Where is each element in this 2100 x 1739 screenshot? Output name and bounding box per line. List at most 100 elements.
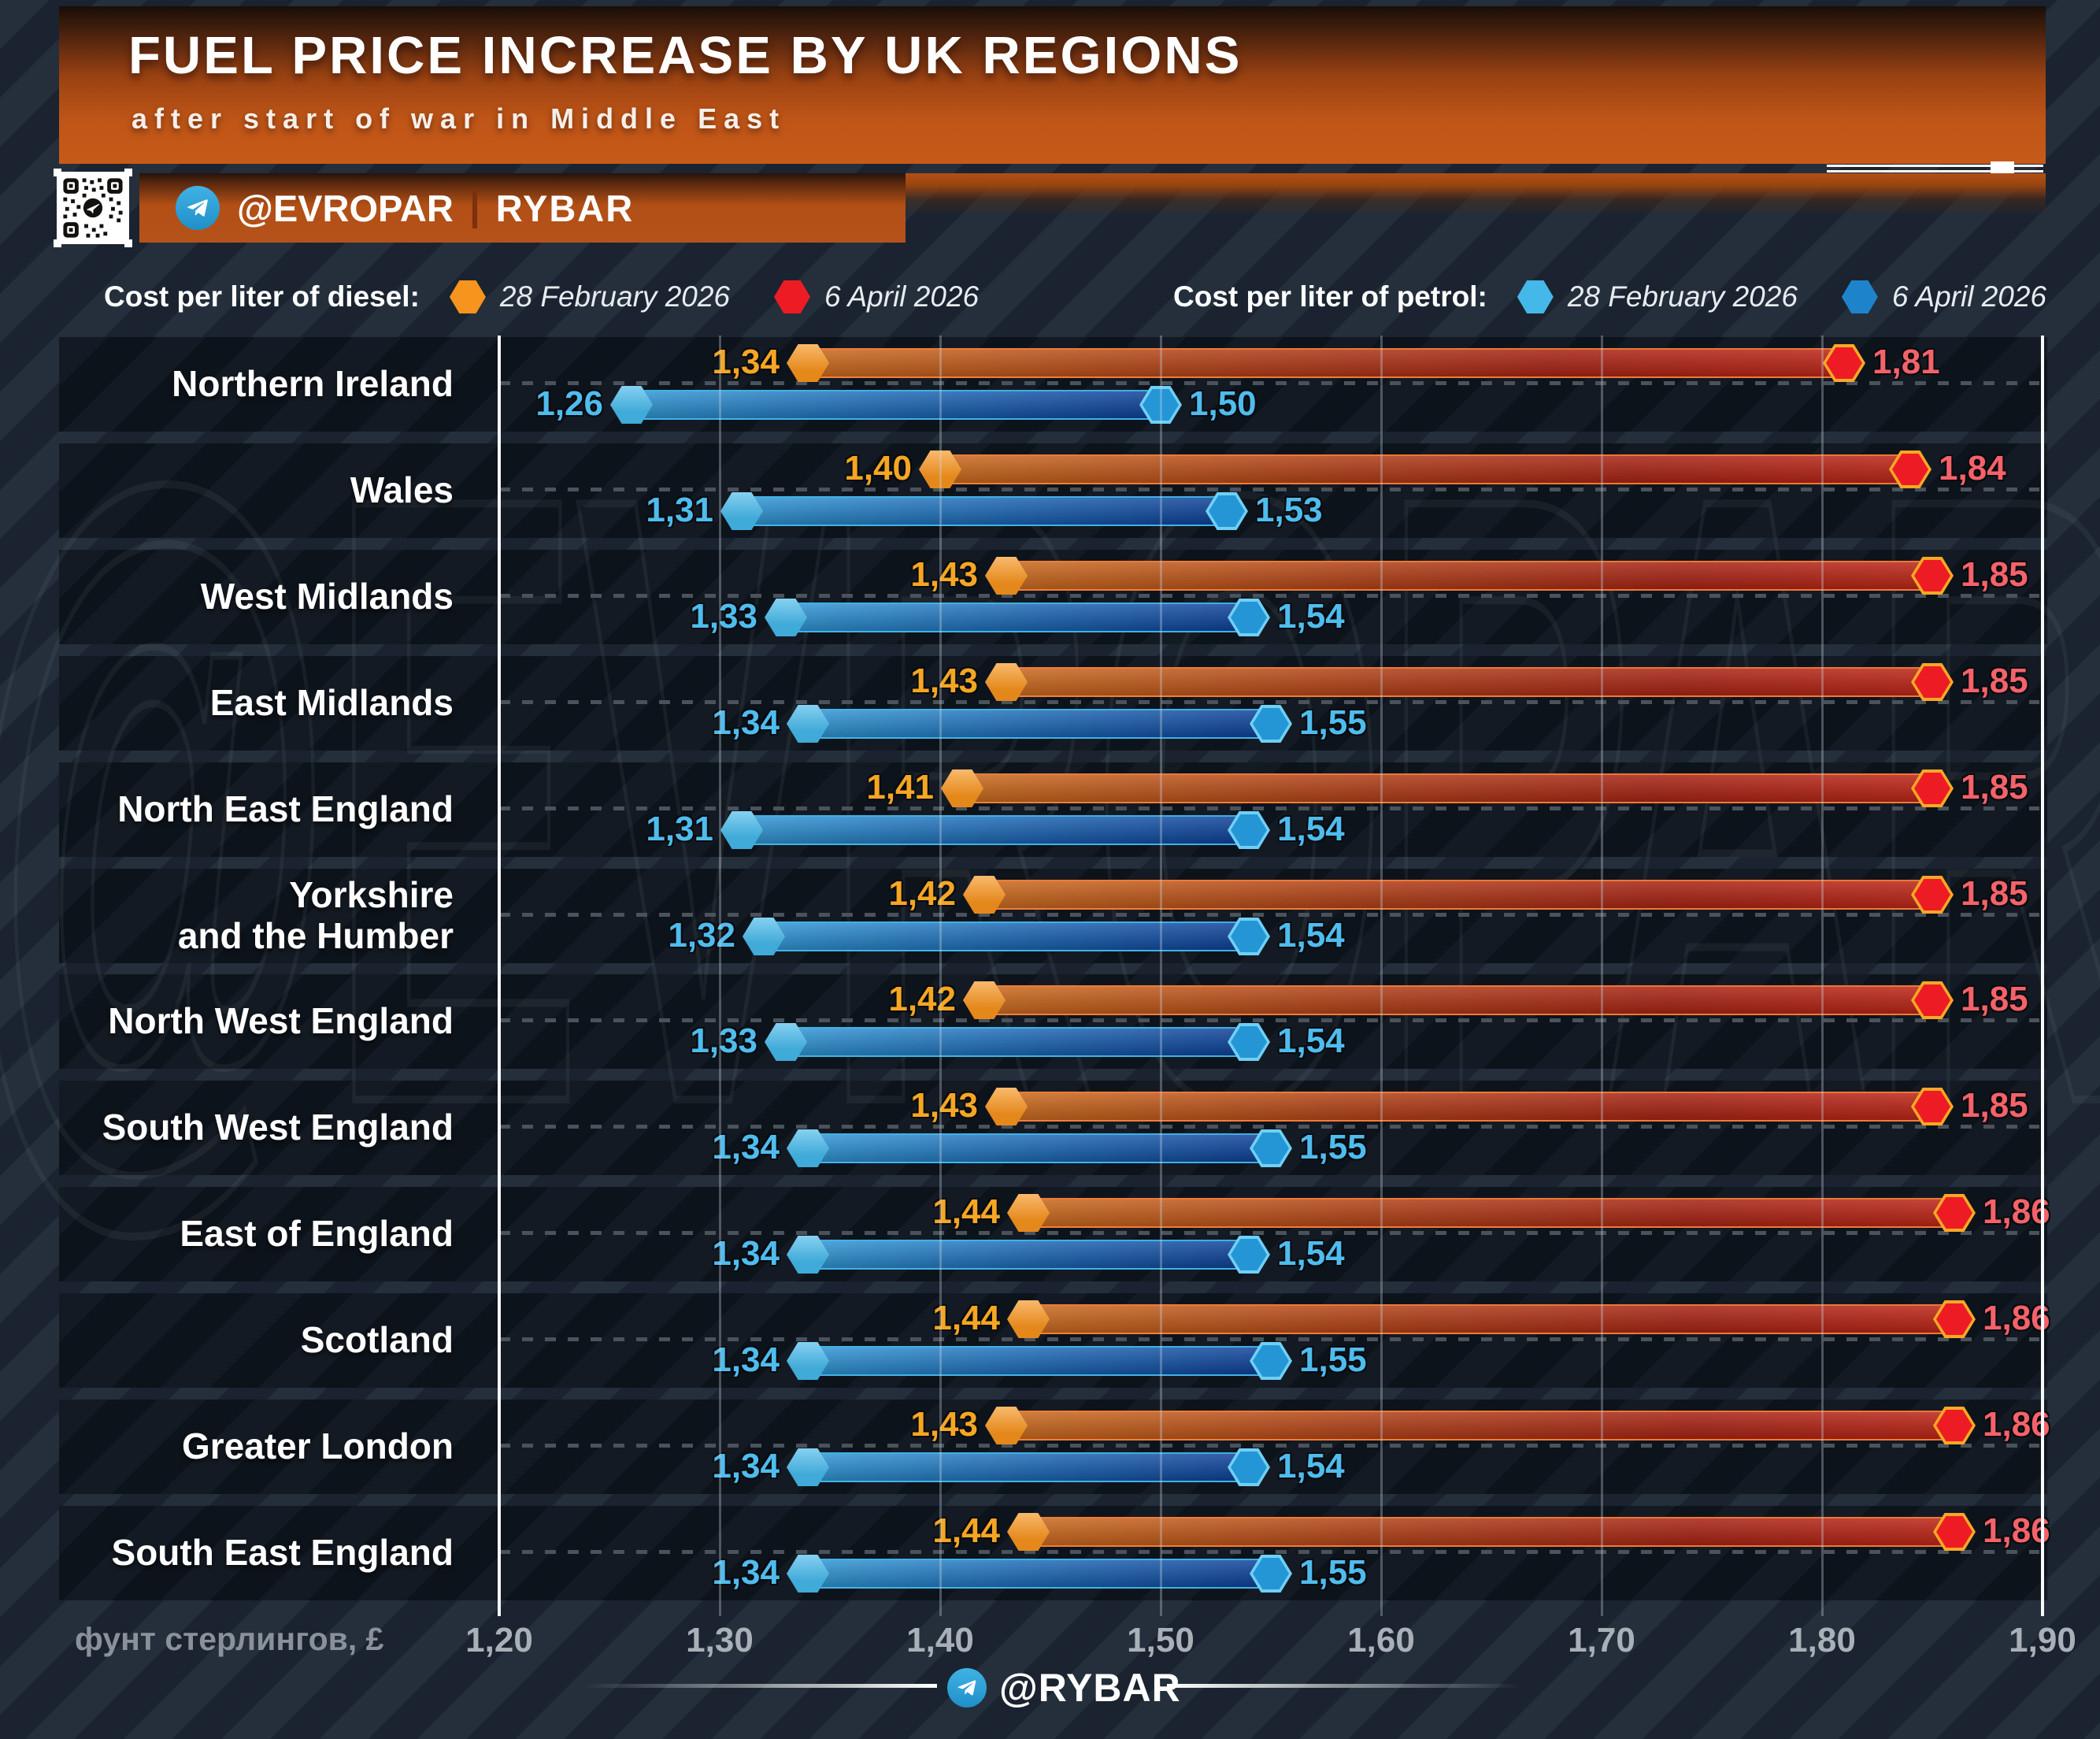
region-row-content: South West England 1,43 1,85 1,34 1,55 bbox=[59, 1081, 2047, 1175]
region-label: East Midlands bbox=[209, 682, 454, 724]
region-label: North East England bbox=[117, 788, 454, 830]
diesel-start-value: 1,43 bbox=[910, 555, 978, 594]
row-separator bbox=[499, 913, 2039, 917]
legend-diesel: Cost per liter of diesel: 28 February 20… bbox=[104, 277, 979, 317]
region-label: Wales bbox=[350, 469, 454, 511]
channel-handle: @EVROPAR bbox=[237, 187, 454, 229]
petrol-end-value: 1,55 bbox=[1299, 1553, 1367, 1592]
petrol-end-marker-fill bbox=[1143, 389, 1179, 421]
diesel-end-value: 1,86 bbox=[1983, 1405, 2050, 1444]
petrol-end-marker-fill bbox=[1231, 602, 1267, 633]
diesel-end-marker-fill bbox=[1914, 984, 1950, 1016]
diesel-end-value: 1,86 bbox=[1983, 1511, 2050, 1550]
region-label: East of England bbox=[180, 1213, 454, 1255]
footer-line-right bbox=[1167, 1684, 1521, 1688]
region-label: Greater London bbox=[181, 1426, 454, 1467]
slider-line bbox=[1827, 161, 2043, 176]
petrol-start-value: 1,33 bbox=[690, 597, 757, 636]
diesel-end-marker-fill bbox=[1914, 773, 1950, 804]
petrol-start-value: 1,34 bbox=[712, 1340, 780, 1379]
diesel-start-value: 1,44 bbox=[932, 1299, 1000, 1337]
region-row-content: North East England 1,41 1,85 1,31 1,54 bbox=[59, 762, 2047, 857]
region-row-content: Greater London 1,43 1,86 1,34 1,54 bbox=[59, 1400, 2050, 1494]
legend-petrol-date-after: 6 April 2026 bbox=[1891, 280, 2046, 313]
petrol-bar bbox=[808, 1452, 1249, 1482]
petrol-end-value: 1,54 bbox=[1277, 1022, 1345, 1060]
slider-line-bottom bbox=[1827, 170, 2043, 172]
region-row-content: Wales 1,40 1,84 1,31 1,53 bbox=[59, 443, 2047, 538]
telegram-icon bbox=[176, 186, 220, 230]
region-row: North East England 1,41 1,85 1,31 1,54 bbox=[59, 762, 2047, 857]
diesel-end-marker-fill bbox=[1914, 666, 1950, 698]
telegram-banner: @EVROPAR RYBAR bbox=[139, 173, 906, 243]
row-separator bbox=[499, 1550, 2039, 1554]
region-row: North West England 1,42 1,85 1,33 1,54 bbox=[59, 974, 2047, 1069]
petrol-end-value: 1,50 bbox=[1189, 384, 1257, 423]
diesel-end-marker-fill bbox=[1826, 347, 1862, 379]
petrol-start-value: 1,34 bbox=[712, 1128, 780, 1166]
region-row-content: Northern Ireland 1,34 1,81 1,26 1,50 bbox=[59, 337, 2047, 432]
petrol-end-marker-fill bbox=[1253, 1558, 1289, 1589]
diesel-bar bbox=[1028, 1517, 1954, 1547]
region-row-content: South East England 1,44 1,86 1,34 1,55 bbox=[59, 1506, 2050, 1600]
petrol-end-marker-fill bbox=[1231, 921, 1267, 952]
qr-corner-icon bbox=[124, 169, 132, 176]
diesel-end-value: 1,86 bbox=[1983, 1299, 2050, 1337]
petrol-bar bbox=[808, 1133, 1271, 1163]
axis-tick-label: 1,80 bbox=[1788, 1621, 1856, 1659]
diesel-end-value: 1,85 bbox=[1961, 662, 2028, 700]
petrol-end-marker-fill bbox=[1231, 1026, 1267, 1058]
axis-tick-label: 1,40 bbox=[906, 1621, 974, 1659]
region-row: Greater London 1,43 1,86 1,34 1,54 bbox=[59, 1400, 2050, 1494]
banner-divider bbox=[472, 187, 477, 228]
petrol-bar bbox=[742, 496, 1227, 526]
diesel-bar bbox=[1006, 667, 1932, 697]
region-row: East Midlands 1,43 1,85 1,34 1,55 bbox=[59, 656, 2047, 751]
diesel-end-value: 1,85 bbox=[1961, 874, 2028, 913]
diesel-end-value: 1,85 bbox=[1961, 555, 2028, 594]
region-row-content: East Midlands 1,43 1,85 1,34 1,55 bbox=[59, 656, 2047, 751]
axis-tick-label: 1,20 bbox=[465, 1621, 533, 1659]
region-row-content: East of England 1,44 1,86 1,34 1,54 bbox=[59, 1187, 2050, 1281]
diesel-start-value: 1,43 bbox=[910, 662, 978, 700]
telegram-icon bbox=[947, 1668, 987, 1707]
diesel-start-value: 1,41 bbox=[866, 768, 934, 806]
petrol-bar bbox=[808, 1346, 1271, 1376]
petrol-end-value: 1,54 bbox=[1277, 810, 1345, 848]
qr-code bbox=[54, 169, 132, 247]
region-label: Scotland bbox=[300, 1319, 454, 1361]
footer-channel-handle: @RYBAR bbox=[999, 1666, 1181, 1710]
petrol-bar bbox=[631, 390, 1161, 420]
region-label: South West England bbox=[102, 1107, 454, 1148]
axis-tick-label: 1,50 bbox=[1127, 1621, 1194, 1659]
diesel-start-value: 1,40 bbox=[844, 449, 912, 488]
diesel-end-marker-fill bbox=[1936, 1197, 1972, 1229]
diesel-end-value: 1,85 bbox=[1961, 1086, 2028, 1125]
region-row-content: North West England 1,42 1,85 1,33 1,54 bbox=[59, 974, 2047, 1069]
region-row-content: West Midlands 1,43 1,85 1,33 1,54 bbox=[59, 550, 2047, 644]
diesel-end-marker-fill bbox=[1914, 560, 1950, 591]
region-label: North West England bbox=[108, 1000, 454, 1042]
petrol-bar bbox=[742, 815, 1249, 845]
region-label: South East England bbox=[111, 1532, 454, 1574]
diesel-bar bbox=[984, 985, 1932, 1015]
row-separator bbox=[499, 1125, 2039, 1129]
petrol-start-value: 1,34 bbox=[712, 1553, 780, 1592]
petrol-start-value: 1,34 bbox=[712, 703, 780, 742]
row-separator bbox=[499, 806, 2039, 810]
diesel-end-marker-fill bbox=[1936, 1410, 1972, 1441]
petrol-end-marker-fill bbox=[1253, 708, 1289, 740]
partner-name: RYBAR bbox=[495, 187, 635, 229]
legend-diesel-date-after: 6 April 2026 bbox=[824, 280, 980, 313]
petrol-bar bbox=[786, 603, 1249, 632]
petrol-end-marker-fill bbox=[1231, 814, 1267, 846]
diesel-end-value: 1,85 bbox=[1961, 980, 2028, 1018]
petrol-end-value: 1,54 bbox=[1277, 916, 1345, 955]
petrol-end-marker-fill bbox=[1231, 1239, 1267, 1270]
row-separator bbox=[499, 700, 2039, 704]
region-row-content: Yorkshire and the Humber 1,42 1,85 1,32 1,54 bbox=[59, 869, 2047, 963]
row-separator bbox=[499, 488, 2039, 491]
diesel-end-marker-fill bbox=[1914, 879, 1950, 910]
petrol-end-value: 1,55 bbox=[1299, 1340, 1367, 1379]
